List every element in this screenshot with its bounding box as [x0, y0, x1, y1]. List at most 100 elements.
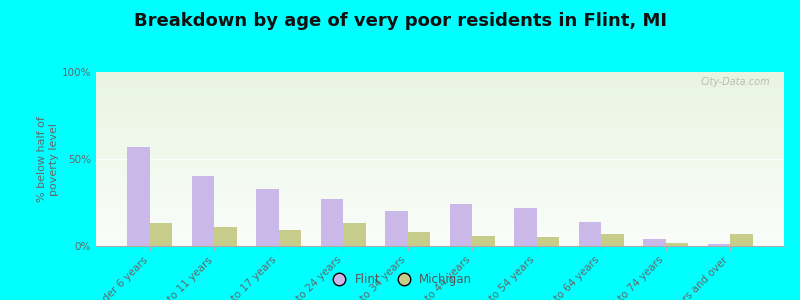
Bar	[96, 213, 784, 215]
Bar	[96, 242, 784, 244]
Legend: Flint, Michigan: Flint, Michigan	[323, 269, 477, 291]
Bar	[96, 79, 784, 81]
Bar	[96, 102, 784, 103]
Bar	[96, 114, 784, 116]
Bar	[96, 189, 784, 190]
Bar	[96, 128, 784, 129]
Bar	[96, 206, 784, 208]
Text: City-Data.com: City-Data.com	[701, 77, 770, 87]
Bar	[730, 234, 753, 246]
Bar	[96, 76, 784, 77]
Bar	[96, 135, 784, 137]
Bar	[96, 227, 784, 229]
Bar	[127, 147, 150, 246]
Bar	[96, 225, 784, 227]
Bar	[96, 159, 784, 161]
Bar	[96, 86, 784, 88]
Bar	[96, 109, 784, 110]
Bar	[96, 175, 784, 176]
Bar	[96, 216, 784, 218]
Bar	[96, 121, 784, 122]
Bar	[96, 124, 784, 126]
Text: Breakdown by age of very poor residents in Flint, MI: Breakdown by age of very poor residents …	[134, 12, 666, 30]
Bar	[96, 220, 784, 222]
Bar	[96, 103, 784, 105]
Bar	[96, 94, 784, 96]
Bar	[96, 183, 784, 185]
Bar	[96, 168, 784, 169]
Bar	[96, 197, 784, 199]
Bar	[96, 166, 784, 168]
Bar	[96, 209, 784, 211]
Bar	[96, 93, 784, 94]
Bar	[214, 227, 237, 246]
Bar	[96, 112, 784, 114]
Bar	[96, 163, 784, 164]
Bar	[96, 164, 784, 166]
Bar	[96, 126, 784, 128]
Bar	[256, 189, 279, 246]
Bar	[96, 142, 784, 143]
Bar	[96, 148, 784, 150]
Bar	[96, 150, 784, 152]
Bar	[96, 138, 784, 140]
Bar	[601, 234, 624, 246]
Bar	[96, 194, 784, 196]
Bar	[96, 133, 784, 135]
Bar	[96, 192, 784, 194]
Bar	[96, 185, 784, 187]
Bar	[96, 145, 784, 147]
Bar	[96, 154, 784, 155]
Bar	[96, 182, 784, 183]
Bar	[96, 196, 784, 197]
Bar	[96, 187, 784, 189]
Bar	[514, 208, 537, 246]
Bar	[96, 180, 784, 182]
Bar	[96, 107, 784, 109]
Bar	[643, 239, 666, 246]
Bar	[96, 224, 784, 225]
Bar	[96, 72, 784, 74]
Bar	[96, 171, 784, 173]
Bar	[150, 224, 173, 246]
Bar	[96, 204, 784, 206]
Bar	[537, 237, 559, 246]
Bar	[96, 129, 784, 131]
Bar	[96, 211, 784, 213]
Bar	[96, 229, 784, 230]
Bar	[666, 242, 688, 246]
Bar	[450, 204, 472, 246]
Bar	[96, 110, 784, 112]
Bar	[96, 201, 784, 203]
Bar	[96, 91, 784, 93]
Bar	[96, 155, 784, 157]
Bar	[96, 140, 784, 142]
Bar	[96, 77, 784, 79]
Bar	[96, 218, 784, 220]
Bar	[96, 117, 784, 119]
Bar	[96, 119, 784, 121]
Bar	[96, 232, 784, 234]
Bar	[96, 215, 784, 216]
Bar	[192, 176, 214, 246]
Bar	[96, 236, 784, 237]
Bar	[96, 81, 784, 82]
Bar	[96, 152, 784, 154]
Bar	[279, 230, 302, 246]
Bar	[96, 199, 784, 201]
Bar	[96, 88, 784, 89]
Bar	[96, 82, 784, 84]
Bar	[96, 74, 784, 76]
Bar	[96, 244, 784, 246]
Bar	[96, 222, 784, 224]
Bar	[96, 230, 784, 232]
Bar	[96, 89, 784, 91]
Bar	[96, 143, 784, 145]
Bar	[96, 241, 784, 242]
Bar	[385, 211, 408, 246]
Bar	[96, 239, 784, 241]
Bar	[96, 176, 784, 178]
Bar	[96, 84, 784, 86]
Bar	[96, 122, 784, 124]
Bar	[96, 131, 784, 133]
